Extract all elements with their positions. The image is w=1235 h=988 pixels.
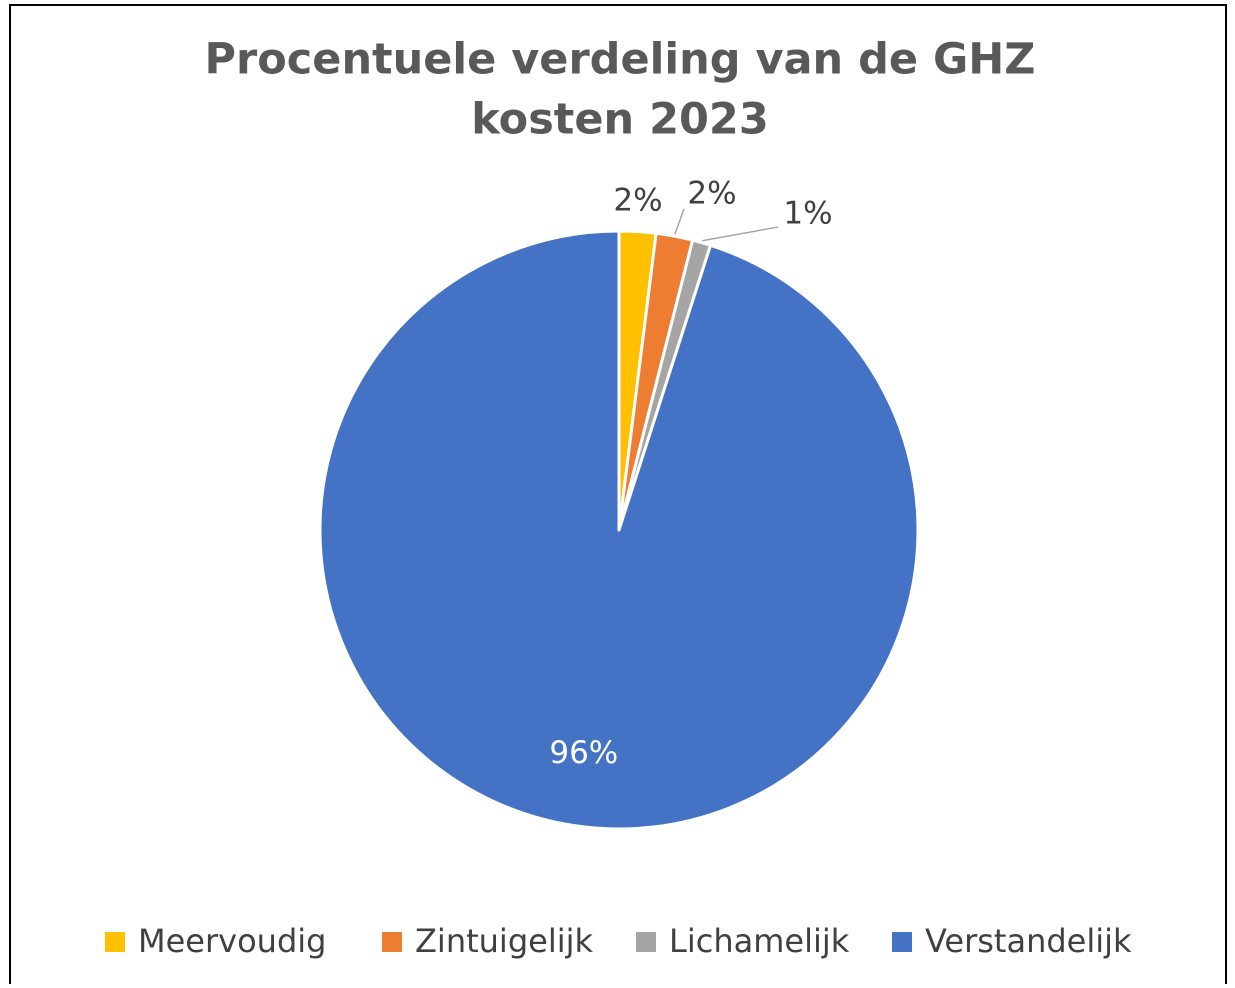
legend-swatch	[636, 932, 656, 952]
data-label: 2%	[687, 176, 736, 212]
chart-frame	[9, 4, 1227, 988]
leader-line	[702, 226, 779, 242]
chart-title: Procentuele verdeling van de GHZ	[205, 35, 1036, 85]
legend-label: Verstandelijk	[925, 922, 1132, 960]
chart-title: kosten 2023	[471, 95, 769, 145]
legend-label: Meervoudig	[138, 922, 326, 960]
legend-label: Lichamelijk	[669, 922, 850, 960]
legend-swatch	[382, 932, 402, 952]
legend-swatch	[892, 932, 912, 952]
data-label: 2%	[613, 183, 662, 219]
legend-label: Zintuigelijk	[415, 922, 593, 960]
pie-slice	[318, 229, 920, 831]
data-label: 1%	[783, 196, 832, 232]
legend-swatch	[105, 932, 125, 952]
leader-line	[674, 208, 685, 235]
data-label: 96%	[549, 735, 618, 771]
